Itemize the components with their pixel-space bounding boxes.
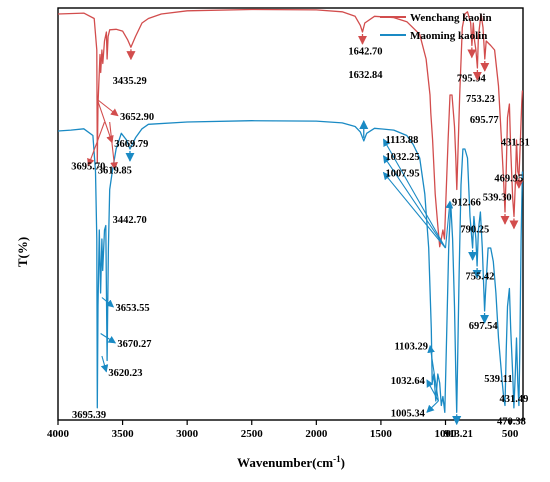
x-tick-label-4000: 4000 (47, 428, 70, 440)
annotation-label-1007.95: 1007.95 (385, 168, 419, 179)
annotation-label-795.94: 795.94 (457, 74, 487, 85)
x-tick-label-3000: 3000 (176, 428, 199, 440)
annotation-label-697.54: 697.54 (469, 321, 499, 332)
annotation-label-3695.70: 3695.70 (71, 162, 105, 173)
annotation-label-3653.55: 3653.55 (115, 303, 149, 314)
annotation-arrow-3619.85 (109, 121, 118, 171)
annotation-arrow-1032.25 (382, 155, 446, 249)
plot-frame (57, 7, 524, 421)
annotation-label-1642.70: 1642.70 (348, 47, 382, 58)
x-axis-ticks: 4000 3500 3000 2500 2000 1500 1000 500 (47, 420, 519, 440)
y-axis-title: T(%) (15, 237, 30, 267)
annotation-arrow-3620.23 (100, 355, 109, 373)
x-tick-label-500: 500 (502, 428, 519, 440)
annotation-label-755.42: 755.42 (466, 272, 495, 283)
legend-label-wenchang: Wenchang kaolin (410, 12, 492, 24)
annotation-label-3620.23: 3620.23 (108, 368, 142, 379)
x-axis-title-close: ) (341, 455, 345, 470)
x-tick-label-1500: 1500 (370, 428, 393, 440)
annotation-label-3695.39: 3695.39 (72, 410, 106, 421)
annotation-label-753.23: 753.23 (466, 94, 495, 105)
annotation-label-790.25: 790.25 (460, 224, 489, 235)
annotation-label-1632.84: 1632.84 (348, 70, 383, 81)
annotation-label-3669.79: 3669.79 (114, 139, 148, 150)
annotation-arrow-1113.88 (382, 138, 446, 249)
series-line-maoming (57, 120, 524, 413)
legend-label-maoming: Maoming kaolin (410, 30, 487, 42)
annotation-label-1005.34: 1005.34 (391, 408, 426, 419)
annotation-label-1032.64: 1032.64 (391, 376, 426, 387)
annotation-label-3442.70: 3442.70 (113, 215, 147, 226)
annotation-label-3670.27: 3670.27 (117, 339, 151, 350)
annotation-label-695.77: 695.77 (470, 115, 499, 126)
annotation-label-1032.25: 1032.25 (385, 152, 419, 163)
annotation-label-469.95: 469.95 (494, 173, 523, 184)
x-tick-label-1000: 1000 (435, 428, 458, 440)
annotation-label-1103.29: 1103.29 (395, 342, 429, 353)
annotation-arrow-1007.95 (382, 171, 446, 249)
annotation-label-539.11: 539.11 (484, 374, 512, 385)
annotation-arrow-3652.90 (96, 99, 119, 117)
annotation-arrow-1103.29 (427, 344, 439, 402)
annotation-arrow-1032.64 (426, 379, 439, 402)
annotation-arrow-1005.34 (426, 400, 439, 413)
x-axis-title: Wavenumber(cm-1) (237, 454, 345, 470)
annotation-label-539.30: 539.30 (483, 192, 512, 203)
annotation-label-431.31: 431.31 (501, 137, 530, 148)
x-tick-label-2000: 2000 (305, 428, 328, 440)
annotation-arrow-912.66 (444, 200, 454, 249)
x-tick-label-3500: 3500 (112, 428, 135, 440)
annotation-arrow-3695.70 (87, 121, 106, 167)
x-axis-title-sup: -1 (333, 454, 341, 464)
annotation-label-470.38: 470.38 (497, 416, 526, 427)
annotation-label-3652.90: 3652.90 (120, 112, 154, 123)
annotation-label-3435.29: 3435.29 (113, 76, 147, 87)
annotation-label-913.21: 913.21 (444, 429, 473, 440)
legend: Wenchang kaolin Maoming kaolin (380, 12, 492, 42)
annotation-arrow-3670.27 (100, 333, 117, 344)
annotation-label-3619.85: 3619.85 (98, 165, 132, 176)
annotation-label-912.66: 912.66 (452, 197, 481, 208)
annotation-arrow-3669.79 (96, 99, 114, 144)
series-layer (57, 8, 524, 413)
annotation-arrow-3653.55 (101, 297, 115, 308)
x-tick-label-2500: 2500 (241, 428, 264, 440)
annotation-label-431.49: 431.49 (500, 394, 529, 405)
annotation-label-1113.88: 1113.88 (385, 135, 418, 146)
x-axis-title-main: Wavenumber(cm (237, 455, 333, 470)
series-line-wenchang (57, 8, 524, 248)
